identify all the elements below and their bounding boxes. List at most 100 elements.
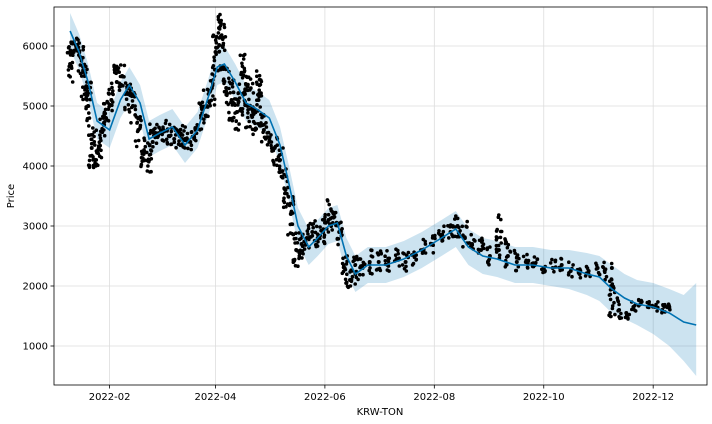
observed-point <box>535 257 539 262</box>
observed-point <box>237 96 242 100</box>
observed-point <box>219 33 224 37</box>
observed-point <box>350 274 355 279</box>
observed-point <box>272 163 277 167</box>
observed-point <box>67 64 71 69</box>
observed-point <box>476 247 481 252</box>
observed-point <box>559 256 563 261</box>
observed-point <box>323 220 328 225</box>
observed-point <box>91 155 95 159</box>
observed-point <box>257 73 262 78</box>
observed-point <box>202 121 206 125</box>
observed-point <box>608 314 613 319</box>
observed-point <box>101 116 105 120</box>
observed-point <box>431 251 436 255</box>
observed-point <box>232 97 237 101</box>
observed-point <box>129 105 134 110</box>
observed-point <box>306 226 311 231</box>
observed-point <box>254 80 259 85</box>
observed-point <box>259 139 264 144</box>
observed-point <box>216 17 221 22</box>
observed-point <box>325 199 330 203</box>
observed-point <box>88 154 92 158</box>
observed-point <box>222 25 227 30</box>
observed-point <box>110 100 115 104</box>
observed-point <box>148 122 152 126</box>
observed-point <box>499 229 504 234</box>
observed-point <box>288 201 293 206</box>
observed-point <box>189 130 194 135</box>
observed-point <box>133 107 138 112</box>
observed-point <box>151 145 155 149</box>
y-tick-label: 3000 <box>23 222 48 233</box>
observed-point <box>214 52 218 57</box>
observed-point <box>257 88 262 92</box>
observed-point <box>133 104 137 108</box>
observed-point <box>258 105 263 109</box>
observed-point <box>308 235 313 239</box>
observed-point <box>227 80 232 84</box>
observed-point <box>161 125 165 129</box>
observed-point <box>473 239 477 243</box>
observed-point <box>245 125 249 129</box>
observed-point <box>87 158 92 163</box>
observed-point <box>499 217 503 222</box>
observed-point <box>146 164 150 168</box>
observed-point <box>210 65 215 70</box>
observed-point <box>358 257 363 261</box>
observed-point <box>192 135 197 140</box>
observed-point <box>84 64 88 69</box>
x-tick-label: 2022-12 <box>632 392 674 403</box>
forecast-line-layer <box>69 30 697 326</box>
observed-point <box>314 243 319 247</box>
observed-point <box>102 110 107 115</box>
observed-point <box>367 268 372 273</box>
observed-point <box>615 296 620 300</box>
observed-point <box>290 211 295 215</box>
observed-point <box>217 50 221 54</box>
observed-point <box>74 36 79 41</box>
observed-point <box>199 127 204 131</box>
observed-point <box>251 109 255 113</box>
observed-point <box>361 272 365 277</box>
observed-point <box>228 91 232 95</box>
observed-point <box>66 68 71 72</box>
observed-point <box>174 145 178 150</box>
observed-point <box>240 61 244 66</box>
observed-point <box>157 125 161 130</box>
observed-point <box>209 98 214 103</box>
observed-point <box>349 279 354 284</box>
observed-point <box>504 240 509 245</box>
observed-point <box>227 86 231 91</box>
observed-point <box>107 92 111 96</box>
observed-point <box>359 264 363 268</box>
observed-point <box>227 76 231 81</box>
observed-point <box>212 103 217 107</box>
observed-point <box>214 46 218 50</box>
observed-point <box>525 265 530 270</box>
observed-point <box>78 71 83 76</box>
observed-point <box>85 118 89 123</box>
observed-point <box>245 84 250 89</box>
observed-point <box>116 66 121 70</box>
y-tick-label: 5000 <box>23 102 48 113</box>
observed-point <box>98 133 102 137</box>
y-tick-label: 4000 <box>23 162 48 173</box>
observed-point <box>404 269 409 273</box>
observed-point <box>494 250 499 254</box>
observed-point <box>559 263 564 267</box>
observed-point <box>67 73 71 78</box>
observed-point <box>182 129 186 133</box>
observed-point <box>81 48 85 52</box>
observed-point <box>386 259 391 264</box>
observed-point <box>608 292 613 297</box>
observed-point <box>558 268 562 273</box>
observed-point <box>94 149 99 153</box>
observed-point <box>211 33 216 37</box>
observed-point <box>414 257 419 262</box>
observed-point <box>212 55 216 59</box>
observed-point <box>236 91 240 96</box>
observed-point <box>254 127 259 131</box>
observed-point <box>99 155 104 160</box>
observed-point <box>421 237 426 242</box>
